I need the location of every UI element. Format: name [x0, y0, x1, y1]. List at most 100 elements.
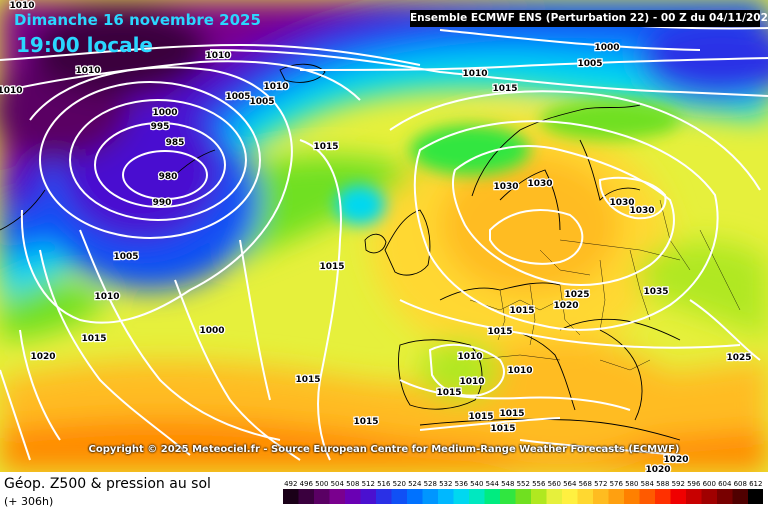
legend-color-swatch — [298, 489, 314, 504]
isobar-label: 980 — [159, 172, 178, 182]
legend-value-label: 548 — [501, 480, 514, 488]
color-scale-legend: 492 496 500 504 508 512 516 520 524 528 532 536 540 5… — [283, 480, 763, 504]
legend-value-label: 492 — [284, 480, 297, 488]
isobar-label: 1010 — [263, 82, 288, 92]
isobar-label: 995 — [151, 122, 170, 132]
legend-value-label: 572 — [594, 480, 607, 488]
isobar-label: 1010 — [457, 352, 482, 362]
legend-color-swatch — [500, 489, 516, 504]
legend-value-label: 596 — [687, 480, 701, 488]
isobar-label: 1015 — [468, 412, 493, 422]
copyright-notice: Copyright © 2025 Meteociel.fr - Source E… — [88, 444, 680, 455]
legend-value-label: 552 — [517, 480, 530, 488]
isobar-label: 1005 — [113, 252, 138, 262]
legend-value-label: 520 — [393, 480, 406, 488]
isobar-label: 1005 — [249, 97, 274, 107]
isobar-label: 1030 — [609, 198, 634, 208]
legend-value-label: 568 — [579, 480, 592, 488]
local-time: 19:00 locale — [16, 33, 153, 57]
isobar-label: 1025 — [564, 290, 589, 300]
isobar-label: 1010 — [9, 1, 34, 11]
legend-value-label: 580 — [625, 480, 638, 488]
forecast-step: (+ 306h) — [4, 495, 54, 508]
isobar-label: 1020 — [30, 352, 55, 362]
isobar-label: 1010 — [75, 66, 100, 76]
legend-value-label: 532 — [439, 480, 452, 488]
legend-color-swatch — [639, 489, 655, 504]
legend-color-swatch — [360, 489, 376, 504]
isobar-label: 1015 — [81, 334, 106, 344]
isobar-label: 1015 — [509, 306, 534, 316]
legend-value-label: 496 — [300, 480, 314, 488]
legend-color-swatch — [376, 489, 392, 504]
isobar-label: 1000 — [152, 108, 177, 118]
isobar-label: 1010 — [459, 377, 484, 387]
legend-value-label: 600 — [703, 480, 716, 488]
legend-value-label: 508 — [346, 480, 359, 488]
isobar-label: 1010 — [94, 292, 119, 302]
isobar-label: 1020 — [663, 455, 688, 465]
isobar-label: 1020 — [645, 465, 670, 472]
isobar-label: 1015 — [499, 409, 524, 419]
isobar-label: 1015 — [353, 417, 378, 427]
legend-color-swatch — [670, 489, 686, 504]
legend-color-swatch — [422, 489, 438, 504]
legend-value-label: 536 — [455, 480, 469, 488]
isobar-labels: 1010 1010 1010 1010 1005 1005 1010 1000 … — [0, 0, 753, 472]
legend-color-swatch — [593, 489, 609, 504]
isobar-label: 1010 — [205, 51, 230, 61]
isobar-label: 1015 — [313, 142, 338, 152]
map-canvas: 1010 1010 1010 1010 1005 1005 1010 1000 … — [0, 0, 768, 472]
isobar-label: 985 — [166, 138, 185, 148]
isobar-label: 1015 — [492, 84, 517, 94]
legend-value-label: 504 — [331, 480, 345, 488]
isobar-label: 1015 — [436, 388, 461, 398]
weather-map: 1010 1010 1010 1010 1005 1005 1010 1000 … — [0, 0, 768, 472]
product-title: Géop. Z500 & pression au sol — [4, 476, 211, 492]
legend-color-swatch — [608, 489, 624, 504]
isobar-label: 1010 — [462, 69, 487, 79]
legend-value-label: 544 — [486, 480, 500, 488]
legend-value-label: 524 — [408, 480, 422, 488]
legend-value-label: 528 — [424, 480, 437, 488]
isobar-label: 1005 — [577, 59, 602, 69]
legend-value-label: 512 — [362, 480, 375, 488]
legend-value-label: 588 — [656, 480, 669, 488]
isobar-label: 1030 — [493, 182, 518, 192]
legend-color-swatch — [701, 489, 717, 504]
isobar-label: 1015 — [295, 375, 320, 385]
legend-value-label: 604 — [718, 480, 732, 488]
legend-value-label: 576 — [610, 480, 624, 488]
isobar-label: 1015 — [487, 327, 512, 337]
legend-color-swatch — [748, 489, 763, 504]
legend-value-label: 608 — [734, 480, 747, 488]
isobar-label: 1030 — [527, 179, 552, 189]
map-footer: Géop. Z500 & pression au sol (+ 306h) 49… — [0, 472, 768, 512]
isobar-label: 1010 — [507, 366, 532, 376]
legend-value-label: 584 — [641, 480, 655, 488]
legend-color-swatch — [484, 489, 500, 504]
legend-color-swatch — [515, 489, 531, 504]
legend-color-swatch — [283, 489, 299, 504]
isobar-label: 1035 — [643, 287, 668, 297]
legend-color-swatch — [562, 489, 578, 504]
isobar-label: 1020 — [553, 301, 578, 311]
legend-color-swatch — [624, 489, 640, 504]
isobar-label: 1010 — [0, 86, 23, 96]
isobar-label: 1015 — [490, 424, 515, 434]
legend-color-swatch — [453, 489, 469, 504]
isobar-label: 1025 — [726, 353, 751, 363]
legend-color-swatch — [732, 489, 748, 504]
model-banner: Ensemble ECMWF ENS (Perturbation 22) - 0… — [410, 10, 768, 27]
isobar-label: 1005 — [225, 92, 250, 102]
legend-color-swatch — [314, 489, 330, 504]
legend-value-label: 592 — [672, 480, 685, 488]
legend-color-swatch — [655, 489, 671, 504]
forecast-date: Dimanche 16 novembre 2025 — [14, 11, 261, 29]
isobar-label: 1015 — [319, 262, 344, 272]
legend-color-swatch — [345, 489, 361, 504]
legend-color-swatch — [686, 489, 702, 504]
legend-value-label: 612 — [749, 480, 762, 488]
legend-color-swatch — [438, 489, 454, 504]
